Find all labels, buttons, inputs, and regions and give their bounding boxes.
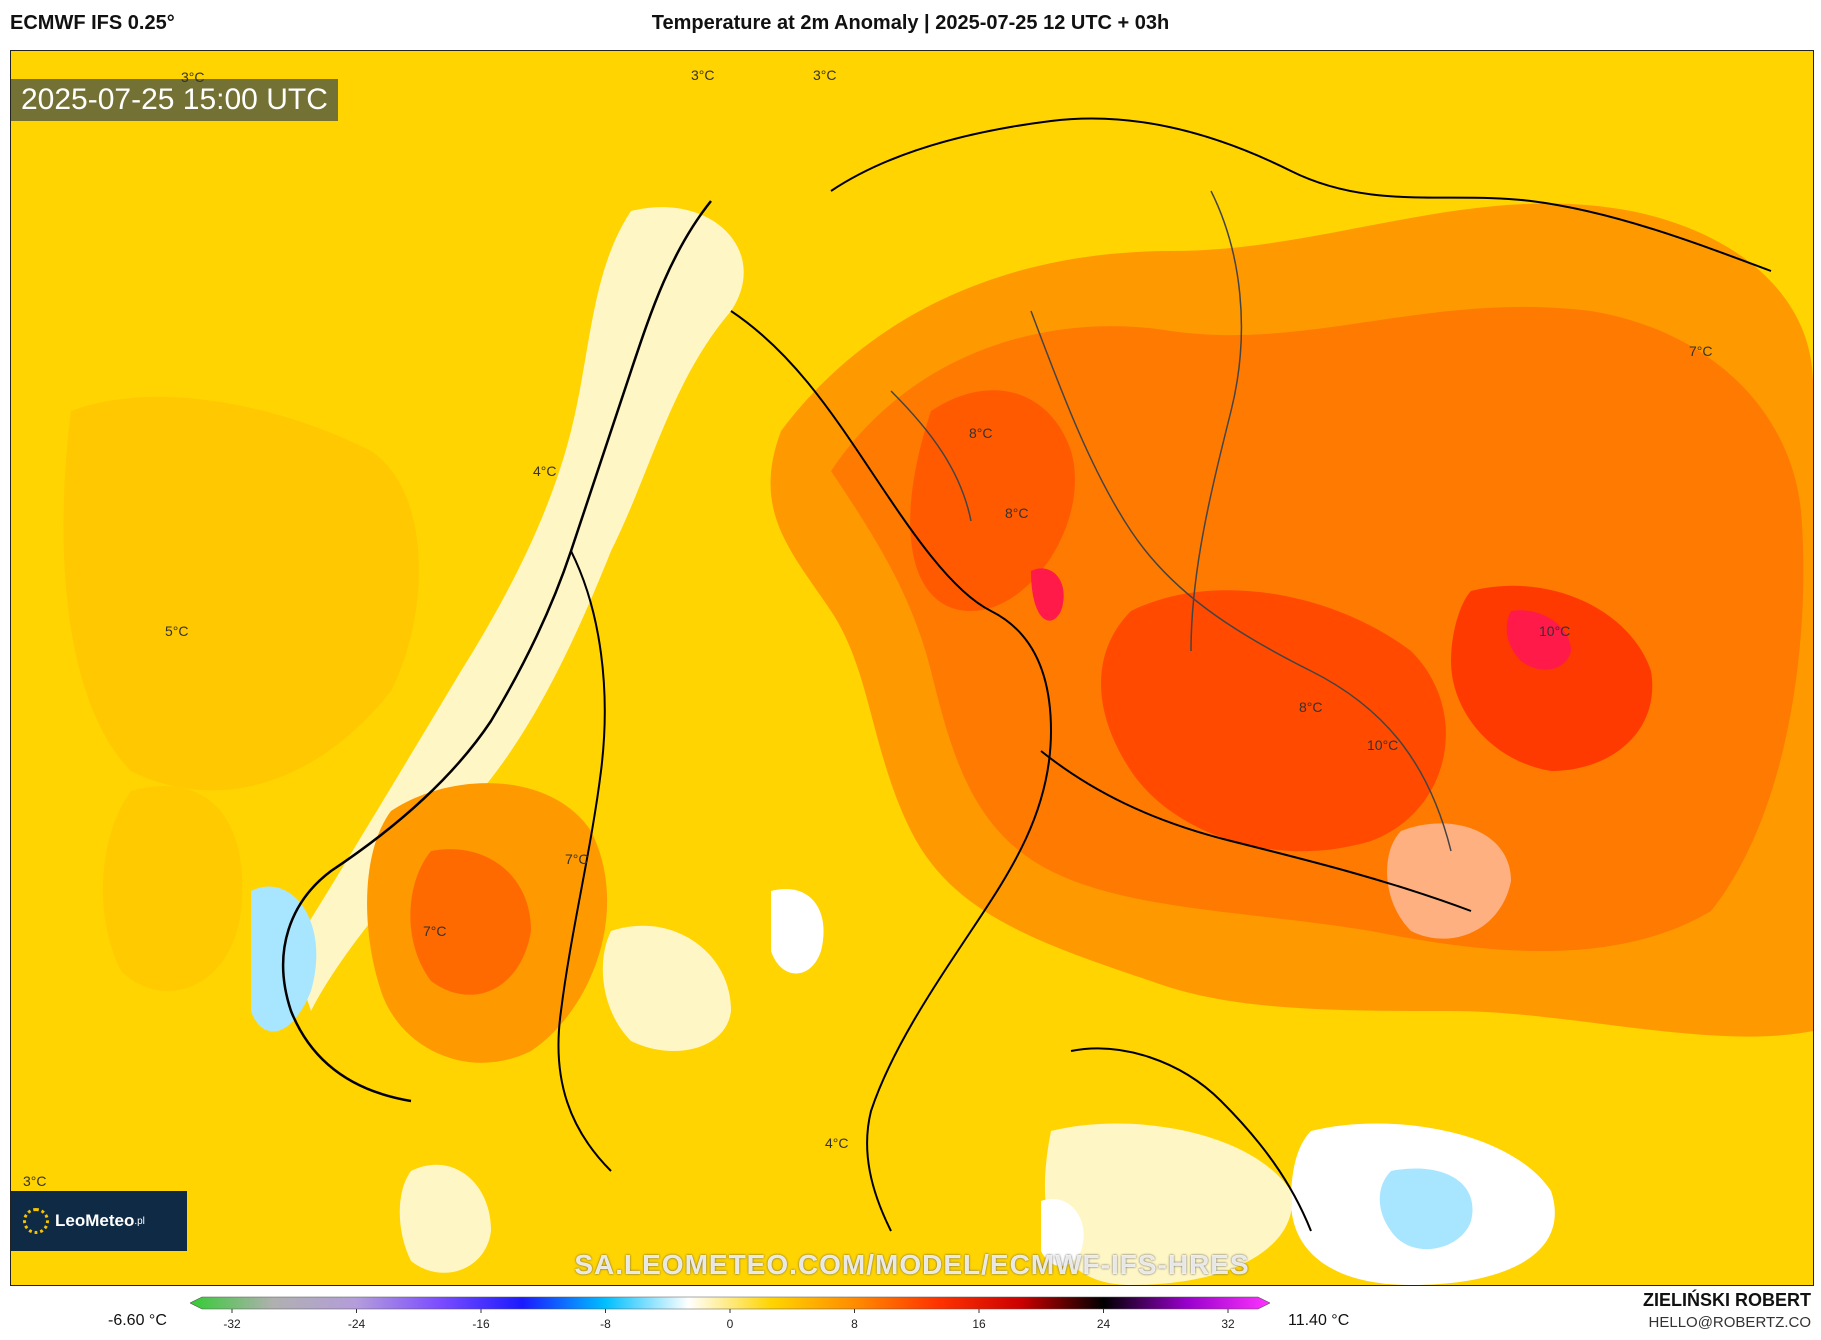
scale-tick-label: 24	[1097, 1317, 1111, 1331]
author-email: HELLO@ROBERTZ.CO	[1648, 1314, 1811, 1331]
anomaly-field	[11, 51, 1813, 1285]
watermark-url: SA.LEOMETEO.COM/MODEL/ECMWF-IFS-HRES	[574, 1249, 1250, 1280]
valid-time-badge: 2025-07-25 15:00 UTC	[11, 79, 338, 121]
contour-label: 3°C	[23, 1173, 47, 1189]
contour-label: 8°C	[1005, 505, 1029, 521]
contour-label: 3°C	[181, 69, 205, 85]
logo-text: LeoMeteo	[55, 1211, 135, 1230]
scale-tick-label: 16	[972, 1317, 986, 1331]
leometeo-logo[interactable]: LeoMeteo .pl	[11, 1191, 187, 1251]
contour-label: 7°C	[1689, 343, 1713, 359]
scale-tick-label: 0	[727, 1317, 734, 1331]
scale-tick-label: 8	[851, 1317, 858, 1331]
map-title: Temperature at 2m Anomaly | 2025-07-25 1…	[651, 12, 1170, 34]
logo-suffix: .pl	[134, 1215, 145, 1227]
model-name: ECMWF IFS 0.25°	[10, 12, 175, 34]
contour-label: 8°C	[1299, 699, 1323, 715]
sun-icon	[23, 1208, 49, 1234]
color-scale: -32 -24 -16 -8 0 8 16 24 32	[189, 1295, 1271, 1335]
contour-label: 5°C	[165, 623, 189, 639]
contour-label: 3°C	[691, 67, 715, 83]
contour-label: 3°C	[813, 67, 837, 83]
scale-tick-label: -32	[223, 1317, 241, 1331]
scale-tick-label: -16	[472, 1317, 490, 1331]
contour-label: 7°C	[423, 923, 447, 939]
contour-label: 4°C	[825, 1135, 849, 1151]
scale-max-label: 11.40 °C	[1288, 1312, 1350, 1329]
contour-label: 10°C	[1539, 623, 1571, 639]
scale-tick-label: -24	[348, 1317, 366, 1331]
contour-label: 10°C	[1367, 737, 1399, 753]
scale-min-label: -6.60 °C	[108, 1312, 167, 1329]
author-name: ZIELIŃSKI ROBERT	[1642, 1290, 1811, 1310]
scale-tick-label: -8	[600, 1317, 611, 1331]
contour-label: 7°C	[565, 851, 589, 867]
contour-label: 8°C	[969, 425, 993, 441]
anomaly-map[interactable]: 2025-07-25 15:00 UTC 3°C 3°C 3°C 4°C 5°C…	[10, 50, 1814, 1286]
contour-label: 4°C	[533, 463, 557, 479]
scale-tick-label: 32	[1221, 1317, 1235, 1331]
color-scale-bar: -32 -24 -16 -8 0 8 16 24 32	[189, 1296, 1271, 1331]
